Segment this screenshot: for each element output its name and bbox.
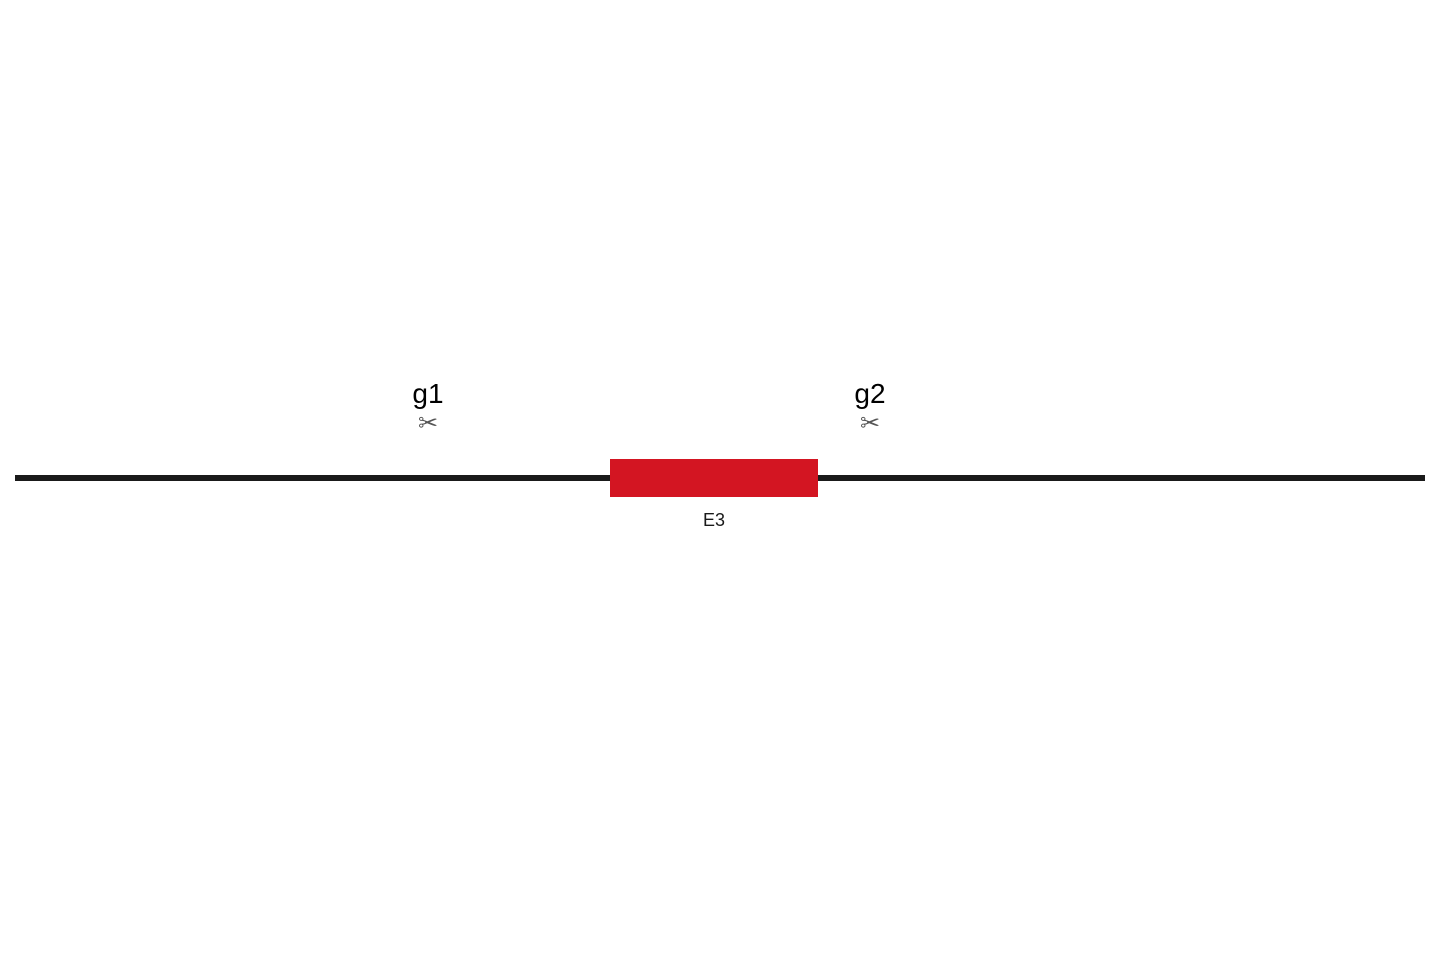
gene-diagram: E3 g1 ✂ g2 ✂ — [0, 0, 1440, 960]
exon-box-e3 — [610, 459, 818, 497]
exon-label-e3: E3 — [703, 510, 725, 531]
scissors-icon: ✂ — [860, 412, 880, 436]
cut-site-label-g2: g2 — [854, 378, 885, 410]
cut-site-label-g1: g1 — [412, 378, 443, 410]
scissors-icon: ✂ — [418, 412, 438, 436]
